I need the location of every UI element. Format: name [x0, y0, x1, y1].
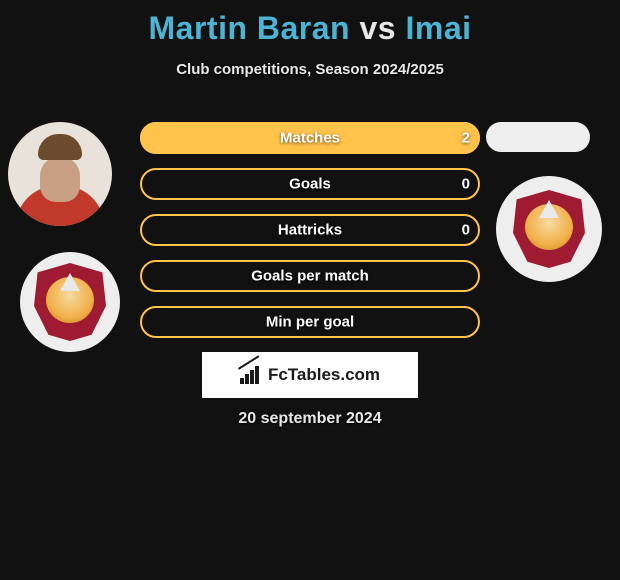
subtitle: Club competitions, Season 2024/2025 [0, 61, 620, 78]
avatar-face [40, 156, 80, 202]
brand-chart-icon [240, 366, 262, 384]
player1-name: Martin Baran [149, 10, 351, 46]
stat-row: Min per goal [140, 306, 480, 338]
player1-club-crest [20, 252, 120, 352]
stats-list: Matches 2 Goals 0 Hattricks 0 Goals per match M… [140, 122, 480, 352]
comparison-title: Martin Baran vs Imai [0, 0, 620, 47]
stat-label: Goals per match [251, 268, 369, 285]
avatar-hair [38, 134, 82, 160]
stat-label: Goals [289, 176, 331, 193]
stat-value-left: 0 [462, 176, 470, 193]
vs-separator: vs [359, 10, 396, 46]
player1-avatar [8, 122, 112, 226]
player2-name: Imai [405, 10, 471, 46]
player2-club-crest [496, 176, 602, 282]
stat-row: Goals 0 [140, 168, 480, 200]
stat-value-left: 2 [462, 130, 470, 147]
brand-text: FcTables.com [268, 365, 380, 385]
stat-label: Hattricks [278, 222, 342, 239]
stat-row: Goals per match [140, 260, 480, 292]
brand-box[interactable]: FcTables.com [202, 352, 418, 398]
player2-avatar [486, 122, 590, 152]
crest-flame [60, 273, 80, 291]
stat-row: Matches 2 [140, 122, 480, 154]
snapshot-date: 20 september 2024 [0, 410, 620, 428]
crest-flame [539, 200, 559, 218]
stat-label: Matches [280, 130, 340, 147]
stat-label: Min per goal [266, 314, 354, 331]
stat-value-left: 0 [462, 222, 470, 239]
stat-row: Hattricks 0 [140, 214, 480, 246]
